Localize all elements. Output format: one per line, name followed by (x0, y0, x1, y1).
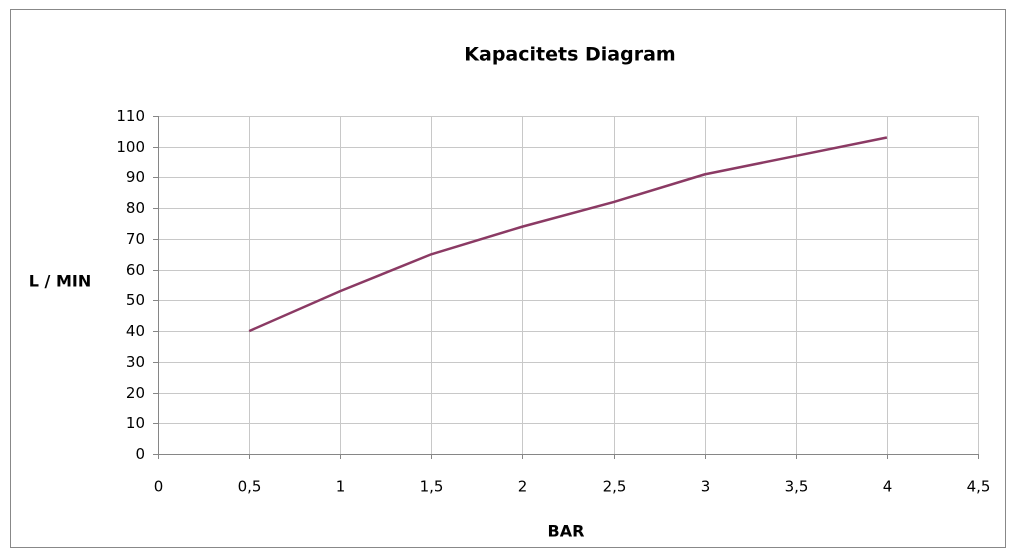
x-tick-label: 3 (701, 478, 711, 496)
x-tick-label: 4,5 (967, 478, 991, 496)
x-tick-label: 1 (336, 478, 346, 496)
x-tick-label: 2 (518, 478, 528, 496)
y-tick-label: 0 (135, 445, 145, 463)
x-tick-label: 4 (883, 478, 893, 496)
y-tick-label: 10 (126, 414, 145, 432)
x-tick-label: 1,5 (420, 478, 444, 496)
x-tick-label: 2,5 (603, 478, 627, 496)
y-tick-label: 90 (126, 168, 145, 186)
y-tick-label: 30 (126, 353, 145, 371)
y-tick-label: 50 (126, 291, 145, 309)
y-tick-label: 110 (116, 107, 145, 125)
x-tick-label: 0,5 (238, 478, 262, 496)
y-tick-label: 40 (126, 322, 145, 340)
y-tick-label: 100 (116, 138, 145, 156)
y-tick-label: 80 (126, 199, 145, 217)
y-tick-label: 60 (126, 261, 145, 279)
y-tick-label: 70 (126, 230, 145, 248)
x-tick-label: 3,5 (785, 478, 809, 496)
y-tick-label: 20 (126, 384, 145, 402)
data-line (248, 136, 888, 333)
chart-border (10, 9, 1006, 548)
y-axis-label: L / MIN (29, 272, 91, 291)
x-tick-label: 0 (154, 478, 164, 496)
x-axis-label: BAR (548, 522, 585, 541)
chart-title: Kapacitets Diagram (464, 44, 675, 66)
